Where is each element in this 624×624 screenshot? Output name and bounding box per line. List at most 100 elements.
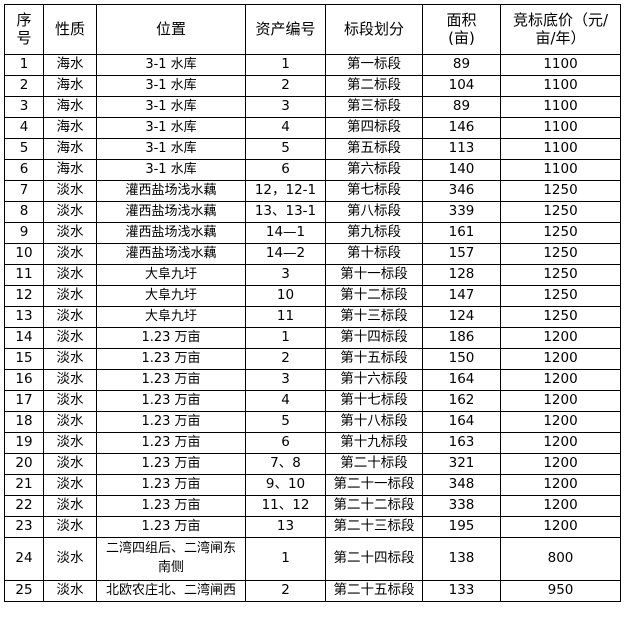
cell-seq: 25: [4, 580, 44, 602]
cell-asset: 1: [245, 537, 326, 581]
cell-area: 147: [422, 285, 501, 307]
table-body: 1 海水 3-1 水库 1 第一标段 89 1100 2 海水 3-1 水库 2 第二标段 104 110…: [4, 54, 621, 602]
cell-loc: 1.23 万亩: [96, 495, 246, 517]
cell-price: 1100: [500, 75, 621, 97]
cell-lot: 第二十五标段: [325, 580, 423, 602]
cell-asset: 3: [245, 96, 326, 118]
cell-lot: 第六标段: [325, 159, 423, 181]
table-row: 25 淡水 北欧农庄北、二湾闸西 2 第二十五标段 133 950: [4, 580, 621, 602]
cell-asset: 6: [245, 159, 326, 181]
cell-lot: 第十二标段: [325, 285, 423, 307]
cell-loc: 1.23 万亩: [96, 411, 246, 433]
cell-lot: 第二十二标段: [325, 495, 423, 517]
cell-price: 1250: [500, 243, 621, 265]
column-header-loc: 位置: [96, 4, 246, 55]
cell-loc: 灌西盐场浅水藕: [96, 243, 246, 265]
cell-lot: 第七标段: [325, 180, 423, 202]
cell-loc: 1.23 万亩: [96, 369, 246, 391]
cell-asset: 4: [245, 117, 326, 139]
cell-loc: 北欧农庄北、二湾闸西: [96, 580, 246, 602]
cell-loc: 1.23 万亩: [96, 327, 246, 349]
cell-nature: 海水: [43, 138, 97, 160]
column-header-line: 资产编号: [255, 19, 316, 38]
cell-price: 1200: [500, 453, 621, 475]
cell-lot: 第一标段: [325, 54, 423, 76]
cell-price: 1100: [500, 54, 621, 76]
column-header-price: 竞标底价（元/亩/年）: [500, 4, 621, 55]
cell-seq: 11: [4, 264, 44, 286]
cell-loc: 灌西盐场浅水藕: [96, 201, 246, 223]
cell-loc: 灌西盐场浅水藕: [96, 222, 246, 244]
cell-asset: 2: [245, 580, 326, 602]
cell-asset: 11: [245, 306, 326, 328]
table-row: 6 海水 3-1 水库 6 第六标段 140 1100: [4, 159, 621, 181]
cell-seq: 20: [4, 453, 44, 475]
cell-nature: 淡水: [43, 201, 97, 223]
cell-nature: 淡水: [43, 474, 97, 496]
cell-lot: 第二十一标段: [325, 474, 423, 496]
cell-loc: 1.23 万亩: [96, 390, 246, 412]
cell-seq: 4: [4, 117, 44, 139]
cell-asset: 11、12: [245, 495, 326, 517]
cell-area: 157: [422, 243, 501, 265]
cell-nature: 淡水: [43, 390, 97, 412]
cell-asset: 2: [245, 348, 326, 370]
cell-nature: 海水: [43, 159, 97, 181]
cell-nature: 淡水: [43, 369, 97, 391]
cell-area: 89: [422, 96, 501, 118]
cell-price: 1100: [500, 138, 621, 160]
column-header-line: 标段划分: [343, 19, 404, 38]
cell-area: 346: [422, 180, 501, 202]
cell-price: 1250: [500, 222, 621, 244]
cell-nature: 淡水: [43, 516, 97, 538]
cell-lot: 第二十标段: [325, 453, 423, 475]
cell-price: 1200: [500, 390, 621, 412]
cell-price: 1250: [500, 285, 621, 307]
cell-asset: 4: [245, 390, 326, 412]
cell-lot: 第十八标段: [325, 411, 423, 433]
cell-seq: 2: [4, 75, 44, 97]
cell-nature: 淡水: [43, 495, 97, 517]
cell-area: 339: [422, 201, 501, 223]
cell-seq: 17: [4, 390, 44, 412]
table-row: 10 淡水 灌西盐场浅水藕 14—2 第十标段 157 1250: [4, 243, 621, 265]
column-header-line: (亩): [448, 28, 475, 47]
cell-asset: 5: [245, 411, 326, 433]
cell-seq: 9: [4, 222, 44, 244]
cell-area: 113: [422, 138, 501, 160]
table-row: 15 淡水 1.23 万亩 2 第十五标段 150 1200: [4, 348, 621, 370]
cell-lot: 第九标段: [325, 222, 423, 244]
cell-price: 1200: [500, 369, 621, 391]
cell-asset: 9、10: [245, 474, 326, 496]
column-header-seq: 序号: [4, 4, 44, 55]
cell-nature: 淡水: [43, 453, 97, 475]
cell-price: 1200: [500, 516, 621, 538]
cell-lot: 第二十三标段: [325, 516, 423, 538]
cell-area: 146: [422, 117, 501, 139]
cell-asset: 3: [245, 264, 326, 286]
cell-seq: 15: [4, 348, 44, 370]
cell-area: 186: [422, 327, 501, 349]
cell-seq: 21: [4, 474, 44, 496]
cell-lot: 第三标段: [325, 96, 423, 118]
table-header-row: 序号性质 位置 资产编号 标段划分 面积 (亩) 竞标底价（元/亩/年）: [4, 4, 621, 55]
table-row: 23 淡水 1.23 万亩 13 第二十三标段 195 1200: [4, 516, 621, 538]
cell-seq: 10: [4, 243, 44, 265]
cell-lot: 第十标段: [325, 243, 423, 265]
cell-nature: 淡水: [43, 285, 97, 307]
table-row: 8 淡水 灌西盐场浅水藕 13、13-1 第八标段 339 1250: [4, 201, 621, 223]
cell-loc: 3-1 水库: [96, 159, 246, 181]
table-row: 3 海水 3-1 水库 3 第三标段 89 1100: [4, 96, 621, 118]
cell-lot: 第四标段: [325, 117, 423, 139]
cell-asset: 13: [245, 516, 326, 538]
cell-lot: 第五标段: [325, 138, 423, 160]
cell-loc: 大阜九圩: [96, 264, 246, 286]
cell-area: 164: [422, 411, 501, 433]
cell-loc: 3-1 水库: [96, 75, 246, 97]
cell-nature: 淡水: [43, 580, 97, 602]
cell-seq: 1: [4, 54, 44, 76]
cell-area: 128: [422, 264, 501, 286]
cell-price: 1250: [500, 264, 621, 286]
cell-price: 1200: [500, 495, 621, 517]
table-row: 14 淡水 1.23 万亩 1 第十四标段 186 1200: [4, 327, 621, 349]
